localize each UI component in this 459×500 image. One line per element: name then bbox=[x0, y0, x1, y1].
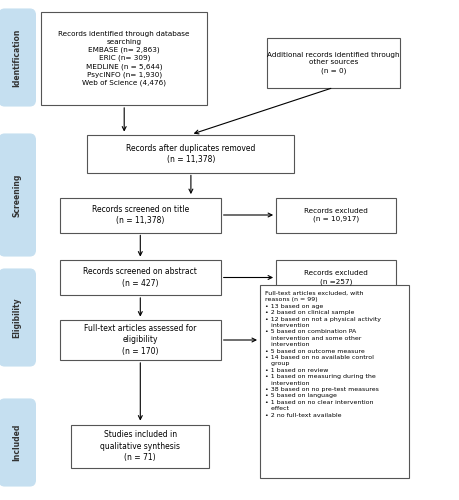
FancyBboxPatch shape bbox=[275, 198, 395, 232]
FancyBboxPatch shape bbox=[71, 425, 209, 468]
FancyBboxPatch shape bbox=[87, 135, 294, 172]
FancyBboxPatch shape bbox=[0, 134, 35, 256]
FancyBboxPatch shape bbox=[60, 320, 220, 360]
Text: Additional records identified through
other sources
(n = 0): Additional records identified through ot… bbox=[267, 52, 399, 74]
FancyBboxPatch shape bbox=[60, 198, 220, 232]
Text: Records screened on abstract
(n = 427): Records screened on abstract (n = 427) bbox=[83, 268, 197, 287]
Text: Studies included in
qualitative synthesis
(n = 71): Studies included in qualitative synthesi… bbox=[100, 430, 180, 462]
FancyBboxPatch shape bbox=[0, 399, 35, 486]
FancyBboxPatch shape bbox=[41, 12, 207, 105]
Text: Records after duplicates removed
(n = 11,378): Records after duplicates removed (n = 11… bbox=[126, 144, 255, 164]
Text: Records excluded
(n =257): Records excluded (n =257) bbox=[303, 270, 367, 284]
Text: Eligibility: Eligibility bbox=[13, 297, 22, 338]
Text: Full-text articles assessed for
eligibility
(n = 170): Full-text articles assessed for eligibil… bbox=[84, 324, 196, 356]
Text: Full-text articles excluded, with
reasons (n = 99)
• 13 based on age
• 2 based o: Full-text articles excluded, with reason… bbox=[265, 291, 381, 418]
FancyBboxPatch shape bbox=[60, 260, 220, 295]
Text: Screening: Screening bbox=[13, 174, 22, 216]
FancyBboxPatch shape bbox=[0, 9, 35, 106]
FancyBboxPatch shape bbox=[266, 38, 399, 88]
Text: Records identified through database
searching
EMBASE (n= 2,863)
ERIC (n= 309)
ME: Records identified through database sear… bbox=[58, 31, 190, 86]
Text: Identification: Identification bbox=[13, 28, 22, 86]
FancyBboxPatch shape bbox=[275, 260, 395, 295]
FancyBboxPatch shape bbox=[0, 269, 35, 366]
Text: Records screened on title
(n = 11,378): Records screened on title (n = 11,378) bbox=[91, 205, 189, 225]
Text: Included: Included bbox=[13, 424, 22, 461]
FancyBboxPatch shape bbox=[259, 285, 409, 478]
Text: Records excluded
(n = 10,917): Records excluded (n = 10,917) bbox=[303, 208, 367, 222]
